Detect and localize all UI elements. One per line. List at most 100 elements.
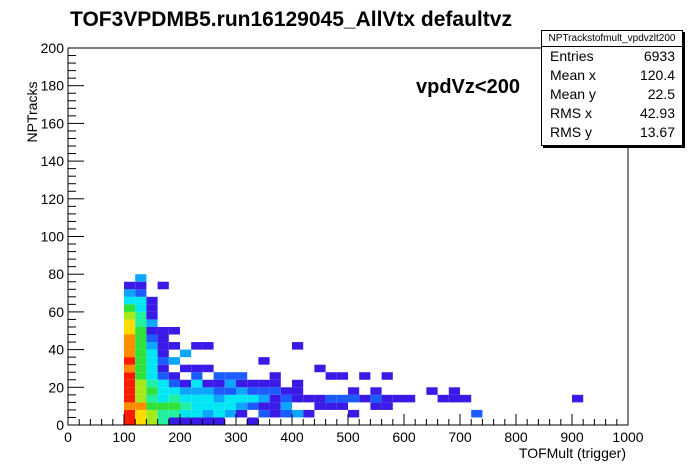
heatmap-cell [168, 417, 180, 425]
y-tick-label: 80 [48, 266, 64, 282]
heatmap-cell [202, 402, 214, 410]
heatmap-cell [280, 402, 292, 410]
stats-value: 42.93 [639, 105, 675, 121]
heatmap-cell [124, 402, 136, 410]
heatmap-cell [303, 394, 315, 403]
heatmap-cell [269, 379, 281, 388]
heatmap-cell [124, 364, 136, 373]
x-tick-label: 100 [112, 429, 136, 445]
heatmap-cell [168, 387, 180, 395]
heatmap-cell [280, 409, 292, 418]
heatmap-cell [336, 402, 348, 410]
heatmap-cell [124, 289, 136, 297]
heatmap-cell [124, 387, 136, 395]
heatmap-cell [191, 409, 203, 418]
heatmap-cell [348, 387, 360, 395]
heatmap-cell [157, 372, 169, 380]
heatmap-cell [146, 364, 158, 373]
heatmap-cell [370, 394, 382, 403]
heatmap-cell [135, 394, 147, 403]
heatmap-cell [348, 394, 360, 403]
heatmap-cell [180, 379, 192, 388]
heatmap-cell [381, 372, 393, 380]
heatmap-cell [157, 387, 169, 395]
heatmap-cell [135, 364, 147, 373]
heatmap-cell [359, 372, 371, 380]
stats-box-title: NPTrackstofmult_vpdvzlt200 [542, 31, 682, 47]
heatmap-cell [180, 402, 192, 410]
chart-title: TOF3VPDMB5.run16129045_AllVtx defaultvz [70, 8, 512, 31]
heatmap-cell [202, 387, 214, 395]
heatmap-cell [292, 394, 304, 403]
heatmap-cell [292, 409, 304, 418]
heatmap-cell [124, 281, 136, 290]
heatmap-cell [280, 387, 292, 395]
heatmap-cell [381, 402, 393, 410]
heatmap-cell [135, 296, 147, 305]
heatmap-cell [146, 379, 158, 388]
x-tick-label: 400 [280, 429, 304, 445]
heatmap-cell [135, 349, 147, 358]
heatmap-cell [135, 311, 147, 320]
heatmap-cell [135, 326, 147, 335]
heatmap-cell [269, 394, 281, 403]
heatmap-cell [191, 372, 203, 380]
heatmap-cell [426, 387, 438, 395]
heatmap-cell [202, 417, 214, 425]
x-tick-label: 300 [224, 429, 248, 445]
heatmap-cell [359, 394, 371, 403]
heatmap-cell [135, 304, 147, 312]
heatmap-cell [146, 417, 158, 425]
heatmap-cell [191, 387, 203, 395]
heatmap-cell [325, 394, 337, 403]
heatmap-cell [135, 334, 147, 343]
heatmap-cell [124, 357, 136, 365]
x-tick-label: 800 [504, 429, 528, 445]
heatmap-cell [124, 296, 136, 305]
heatmap-cell [247, 379, 259, 388]
stats-value: 6933 [643, 48, 675, 64]
heatmap-cell [258, 402, 270, 410]
heatmap-cell [157, 281, 169, 290]
heatmap-cell [135, 319, 147, 327]
heatmap-cell [292, 379, 304, 388]
heatmap-cell [146, 304, 158, 312]
heatmap-cell [247, 394, 259, 403]
heatmap-cell [269, 409, 281, 418]
heatmap-cell [202, 379, 214, 388]
heatmap-cell [157, 394, 169, 403]
stats-row-rms-x: RMS x 42.93 [542, 104, 682, 123]
stats-row-mean-x: Mean x 120.4 [542, 66, 682, 85]
heatmap-cell [247, 417, 259, 425]
heatmap-cell [135, 387, 147, 395]
heatmap-cell [135, 274, 147, 282]
heatmap-cell [157, 409, 169, 418]
heatmap-cell [258, 379, 270, 388]
axis-ticks: 0 100 200 300 400 500 600 700 800 900 1000 0 20 40 60 8… [41, 40, 644, 445]
stats-label: Entries [550, 48, 594, 64]
cut-annotation: vpdVz<200 [416, 76, 520, 98]
stats-label: Mean x [550, 67, 596, 83]
stats-value: 120.4 [639, 67, 675, 83]
heatmap-cell [146, 326, 158, 335]
heatmap-cell [292, 342, 304, 350]
heatmap-cell [314, 402, 326, 410]
heatmap-cell [213, 402, 225, 410]
heatmap-cell [224, 394, 236, 403]
heatmap-cell [236, 409, 248, 418]
heatmap-cell [258, 409, 270, 418]
stats-label: RMS x [550, 105, 592, 121]
heatmap-cell [157, 379, 169, 388]
heatmap-cell [236, 387, 248, 395]
heatmap-cell [314, 394, 326, 403]
heatmap-cell [146, 372, 158, 380]
heatmap-cell [157, 364, 169, 373]
heatmap-cell [213, 409, 225, 418]
heatmap-cell [448, 387, 460, 395]
x-tick-label: 900 [560, 429, 584, 445]
heatmap-cell [202, 364, 214, 373]
heatmap-cell [146, 409, 158, 418]
heatmap-cell [146, 334, 158, 343]
heatmap-cell [370, 402, 382, 410]
